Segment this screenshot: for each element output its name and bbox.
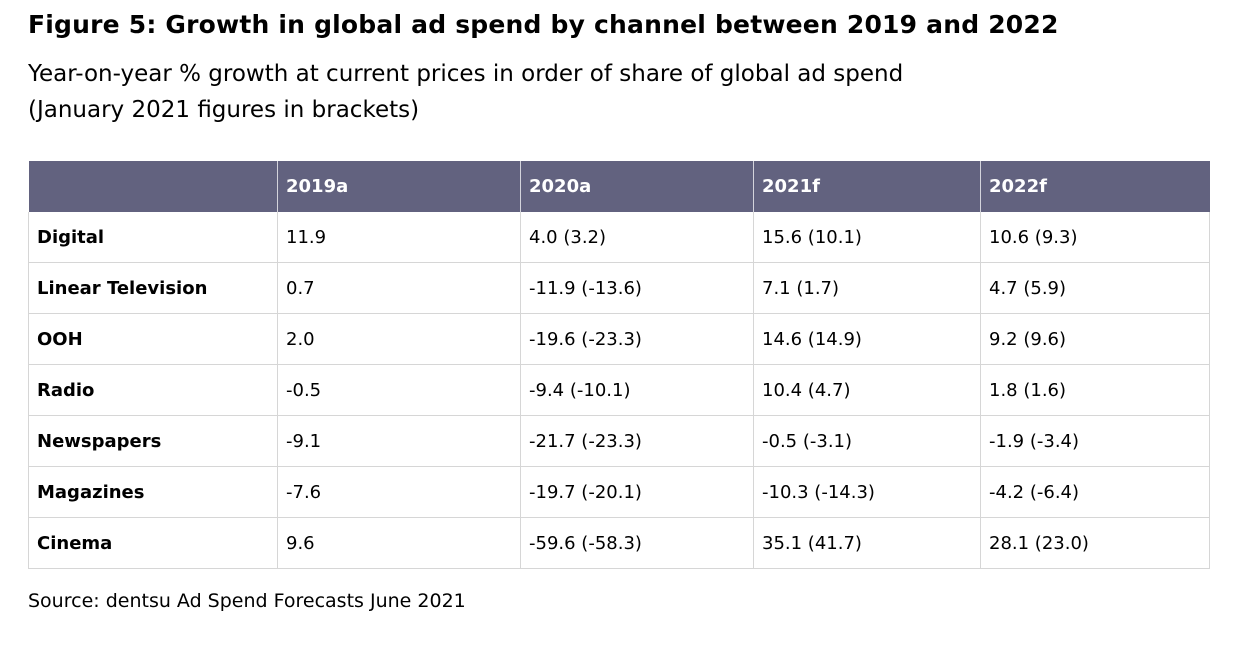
table-cell: -11.9 (-13.6) bbox=[520, 262, 754, 314]
row-label: Radio bbox=[28, 364, 278, 416]
table-cell: -19.7 (-20.1) bbox=[520, 466, 754, 518]
table-cell: -9.1 bbox=[277, 415, 521, 467]
table-cell: 15.6 (10.1) bbox=[753, 212, 981, 263]
table-cell: 4.7 (5.9) bbox=[980, 262, 1210, 314]
table-cell: 14.6 (14.9) bbox=[753, 313, 981, 365]
table-cell: 10.6 (9.3) bbox=[980, 212, 1210, 263]
row-label: Linear Television bbox=[28, 262, 278, 314]
source-note: Source: dentsu Ad Spend Forecasts June 2… bbox=[28, 590, 466, 612]
header-cell-2022f: 2022f bbox=[980, 161, 1210, 212]
row-label: Digital bbox=[28, 212, 278, 263]
table-cell: -4.2 (-6.4) bbox=[980, 466, 1210, 518]
table-cell: 0.7 bbox=[277, 262, 521, 314]
table-cell: -19.6 (-23.3) bbox=[520, 313, 754, 365]
table-cell: 9.6 bbox=[277, 517, 521, 569]
figure-title: Figure 5: Growth in global ad spend by c… bbox=[28, 10, 1059, 39]
ad-spend-growth-table: 2019a 2020a 2021f 2022f Digital 11.9 4.0… bbox=[28, 161, 1210, 569]
table-cell: -10.3 (-14.3) bbox=[753, 466, 981, 518]
table-cell: -0.5 (-3.1) bbox=[753, 415, 981, 467]
table-cell: 11.9 bbox=[277, 212, 521, 263]
table-cell: -7.6 bbox=[277, 466, 521, 518]
table-cell: 2.0 bbox=[277, 313, 521, 365]
table-row: OOH 2.0 -19.6 (-23.3) 14.6 (14.9) 9.2 (9… bbox=[28, 313, 1210, 365]
table-cell: 4.0 (3.2) bbox=[520, 212, 754, 263]
row-label: Newspapers bbox=[28, 415, 278, 467]
header-cell-2020a: 2020a bbox=[520, 161, 754, 212]
table-row: Linear Television 0.7 -11.9 (-13.6) 7.1 … bbox=[28, 262, 1210, 314]
table-cell: 28.1 (23.0) bbox=[980, 517, 1210, 569]
table-body: Digital 11.9 4.0 (3.2) 15.6 (10.1) 10.6 … bbox=[28, 212, 1210, 569]
table-cell: -1.9 (-3.4) bbox=[980, 415, 1210, 467]
row-label: OOH bbox=[28, 313, 278, 365]
table-row: Newspapers -9.1 -21.7 (-23.3) -0.5 (-3.1… bbox=[28, 415, 1210, 467]
table-header: 2019a 2020a 2021f 2022f bbox=[28, 161, 1210, 212]
table-cell: -21.7 (-23.3) bbox=[520, 415, 754, 467]
subtitle-line-1: Year-on-year % growth at current prices … bbox=[28, 61, 904, 87]
table-row: Digital 11.9 4.0 (3.2) 15.6 (10.1) 10.6 … bbox=[28, 212, 1210, 263]
row-label: Cinema bbox=[28, 517, 278, 569]
header-cell-2019a: 2019a bbox=[277, 161, 521, 212]
table-cell: 35.1 (41.7) bbox=[753, 517, 981, 569]
table-cell: -59.6 (-58.3) bbox=[520, 517, 754, 569]
table-cell: -9.4 (-10.1) bbox=[520, 364, 754, 416]
table-row: Cinema 9.6 -59.6 (-58.3) 35.1 (41.7) 28.… bbox=[28, 517, 1210, 569]
row-label: Magazines bbox=[28, 466, 278, 518]
table-cell: 1.8 (1.6) bbox=[980, 364, 1210, 416]
header-row: 2019a 2020a 2021f 2022f bbox=[28, 161, 1210, 212]
table-row: Magazines -7.6 -19.7 (-20.1) -10.3 (-14.… bbox=[28, 466, 1210, 518]
table-cell: -0.5 bbox=[277, 364, 521, 416]
table-cell: 9.2 (9.6) bbox=[980, 313, 1210, 365]
table-row: Radio -0.5 -9.4 (-10.1) 10.4 (4.7) 1.8 (… bbox=[28, 364, 1210, 416]
header-cell-channel bbox=[28, 161, 278, 212]
table-cell: 10.4 (4.7) bbox=[753, 364, 981, 416]
subtitle-line-2: (January 2021 figures in brackets) bbox=[28, 97, 420, 123]
figure-subtitle: Year-on-year % growth at current prices … bbox=[28, 56, 1148, 128]
header-cell-2021f: 2021f bbox=[753, 161, 981, 212]
table-cell: 7.1 (1.7) bbox=[753, 262, 981, 314]
